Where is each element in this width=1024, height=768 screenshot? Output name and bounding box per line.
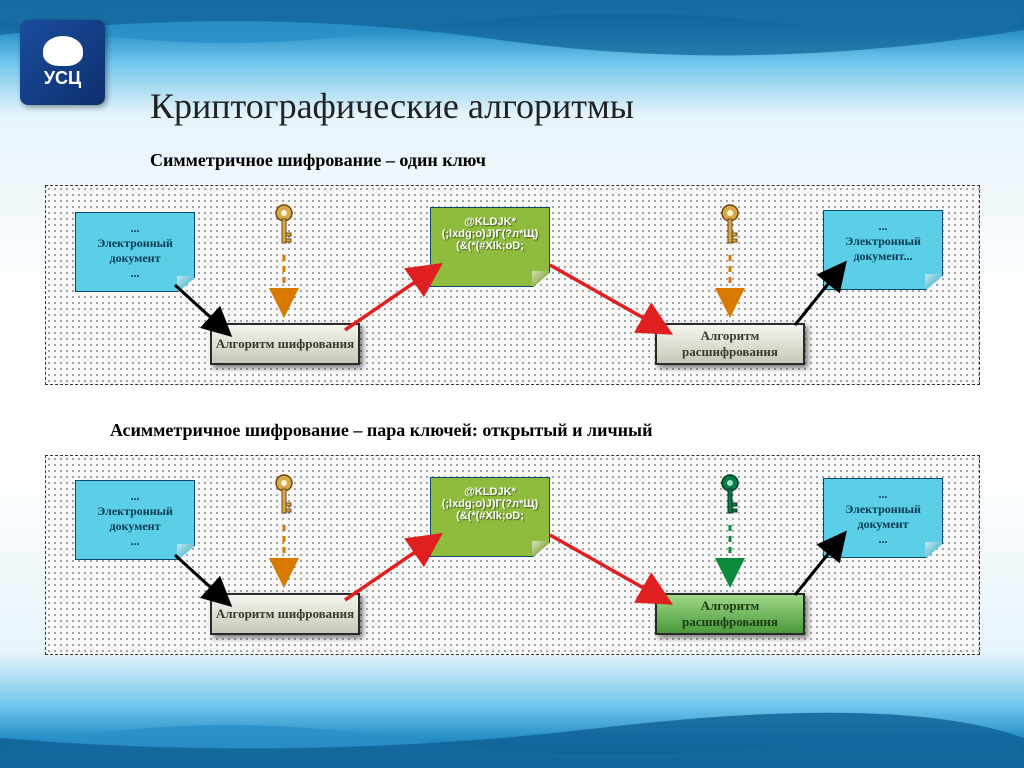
logo-text: УСЦ: [44, 68, 81, 89]
symmetric-subtitle: Симметричное шифрование – один ключ: [150, 150, 486, 171]
logo-bird-icon: [43, 36, 83, 66]
sym-arrows: [45, 185, 980, 385]
asymmetric-subtitle: Асимметричное шифрование – пара ключей: …: [110, 420, 652, 441]
asym-arrows: [45, 455, 980, 655]
wave-bot: [0, 698, 1024, 768]
wave-top: [0, 0, 1024, 70]
logo-badge: УСЦ: [20, 20, 105, 105]
page-title: Криптографические алгоритмы: [150, 85, 634, 127]
